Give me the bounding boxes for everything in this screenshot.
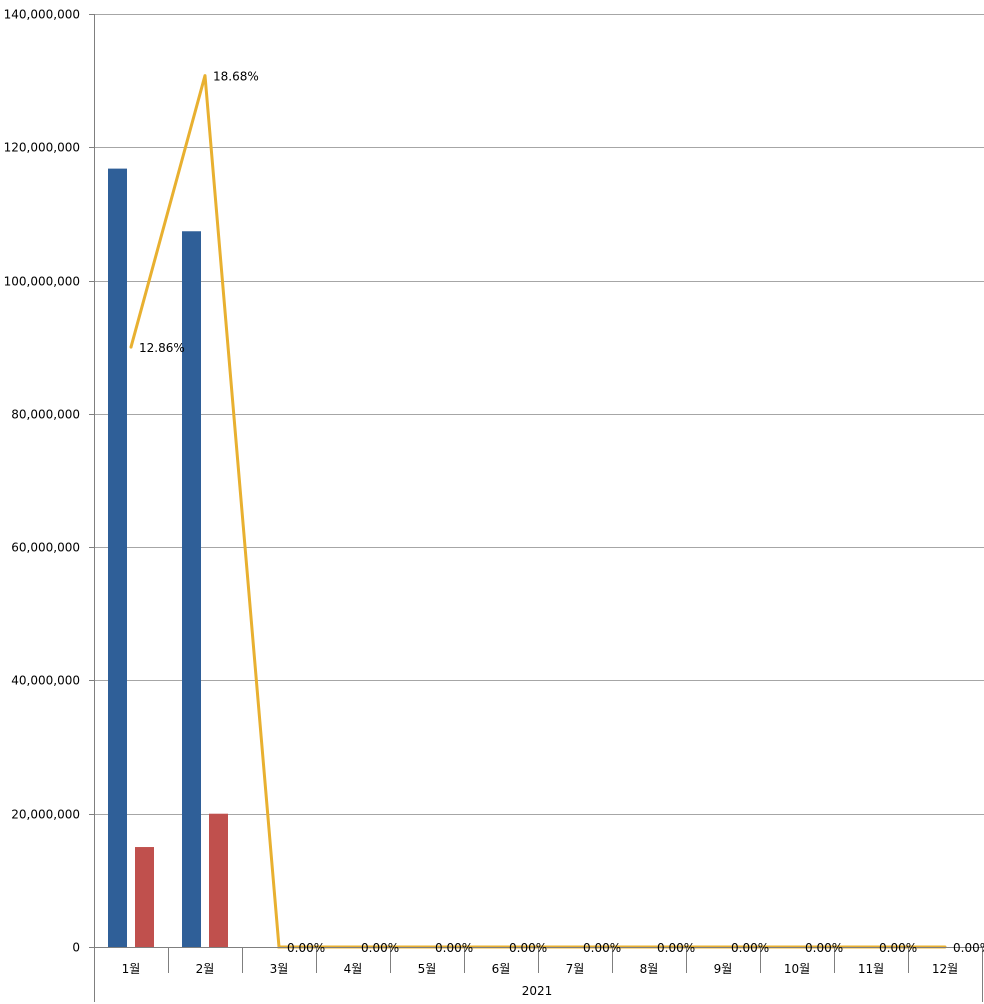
y-tick-label: 140,000,000 [4, 8, 80, 22]
line-data-label: 0.00% [583, 941, 621, 955]
bar [209, 813, 228, 947]
x-tick-label: 3월 [270, 962, 289, 976]
x-tick-label: 8월 [640, 962, 659, 976]
line-data-label: 0.00% [731, 941, 769, 955]
bar [108, 168, 127, 947]
line-data-label: 0.00% [361, 941, 399, 955]
line-data-label: 0.00% [287, 941, 325, 955]
line-point [203, 74, 207, 78]
x-tick-label: 10월 [784, 962, 810, 976]
y-tick-label: 100,000,000 [4, 275, 80, 289]
x-tick-label: 11월 [858, 962, 884, 976]
x-tick-label: 1월 [122, 962, 141, 976]
line-data-label: 0.00% [435, 941, 473, 955]
line-data-label: 0.00% [657, 941, 695, 955]
y-tick-label: 40,000,000 [11, 674, 80, 688]
bar [182, 231, 201, 947]
y-tick-label: 0 [72, 941, 80, 955]
axes: 0 20,000,000 40,000,000 60,000,000 80,000,00… [4, 8, 984, 1002]
x-tick-label: 5월 [418, 962, 437, 976]
percent-line-path [129, 75, 945, 949]
x-tick-label: 9월 [714, 962, 733, 976]
line-data-label: 0.00% [805, 941, 843, 955]
bar [135, 847, 154, 947]
y-tick-label: 60,000,000 [11, 541, 80, 555]
x-group-label: 2021 [522, 984, 553, 998]
y-tick-label: 20,000,000 [11, 808, 80, 822]
line-data-label: 18.68% [213, 70, 259, 84]
x-tick-label: 2월 [196, 962, 215, 976]
data-labels: 12.86% 18.68% 0.00% 0.00% 0.00% 0.00% 0.00% 0.0… [139, 70, 984, 955]
percent-line [129, 74, 947, 949]
line-point [129, 345, 133, 349]
line-data-label: 0.00% [879, 941, 917, 955]
x-tick-label: 7월 [566, 962, 585, 976]
line-data-label: 0.00% [953, 941, 984, 955]
gridlines [94, 14, 984, 948]
x-tick-label: 6월 [492, 962, 511, 976]
bars [108, 168, 228, 947]
line-data-label: 12.86% [139, 341, 185, 355]
line-data-label: 0.00% [509, 941, 547, 955]
y-tick-label: 80,000,000 [11, 408, 80, 422]
y-tick-label: 120,000,000 [4, 141, 80, 155]
x-tick-label: 4월 [344, 962, 363, 976]
x-tick-label: 12월 [932, 962, 958, 976]
